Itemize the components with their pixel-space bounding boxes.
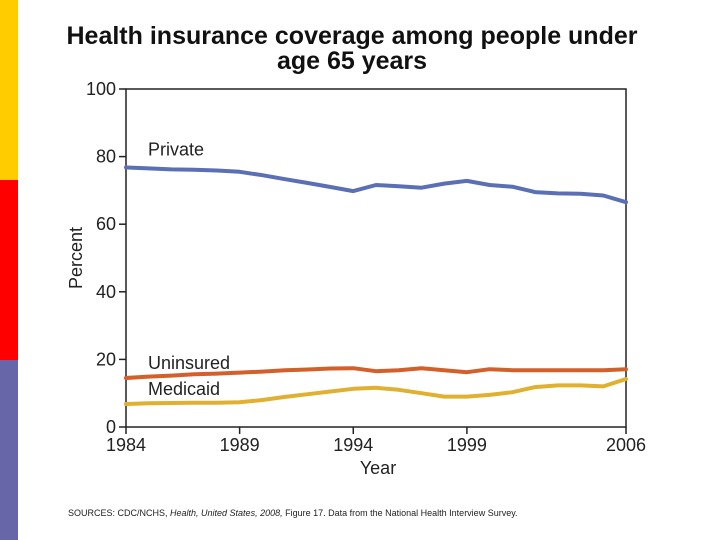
source-note: SOURCES: CDC/NCHS, Health, United States… xyxy=(68,508,518,518)
source-italic: Health, United States, 2008, xyxy=(170,508,283,518)
accent-bar-yellow xyxy=(0,0,18,180)
x-tick-label-1984: 1984 xyxy=(106,435,146,455)
y-tick-label-20: 20 xyxy=(96,349,116,369)
series-label-medicaid: Medicaid xyxy=(148,379,220,399)
series-line-medicaid xyxy=(124,377,628,406)
x-tick-label-1994: 1994 xyxy=(333,435,373,455)
x-tick-label-1999: 1999 xyxy=(447,435,487,455)
x-tick-label-2006: 2006 xyxy=(606,435,646,455)
series-label-private: Private xyxy=(148,139,204,159)
accent-bar-blue xyxy=(0,360,18,540)
chart-title: Health insurance coverage among people u… xyxy=(20,24,684,74)
y-tick-label-100: 100 xyxy=(86,79,116,99)
y-axis-label: Percent xyxy=(66,227,86,289)
y-tick-label-80: 80 xyxy=(96,147,116,167)
source-suffix: Figure 17. Data from the National Health… xyxy=(282,508,518,518)
series-line-uninsured xyxy=(124,366,628,380)
x-tick-label-1989: 1989 xyxy=(220,435,260,455)
series-line-private xyxy=(124,165,628,205)
y-tick-label-40: 40 xyxy=(96,282,116,302)
chart-title-line-2: age 65 years xyxy=(276,47,428,75)
series-label-uninsured: Uninsured xyxy=(148,353,230,373)
y-tick-label-0: 0 xyxy=(106,417,116,437)
y-tick-label-60: 60 xyxy=(96,214,116,234)
x-axis-label: Year xyxy=(360,458,396,478)
accent-bar-red xyxy=(0,180,18,360)
chart-title-line-1: Health insurance coverage among people u… xyxy=(66,22,638,50)
plot-frame xyxy=(125,88,627,428)
source-prefix: SOURCES: CDC/NCHS, xyxy=(68,508,171,518)
